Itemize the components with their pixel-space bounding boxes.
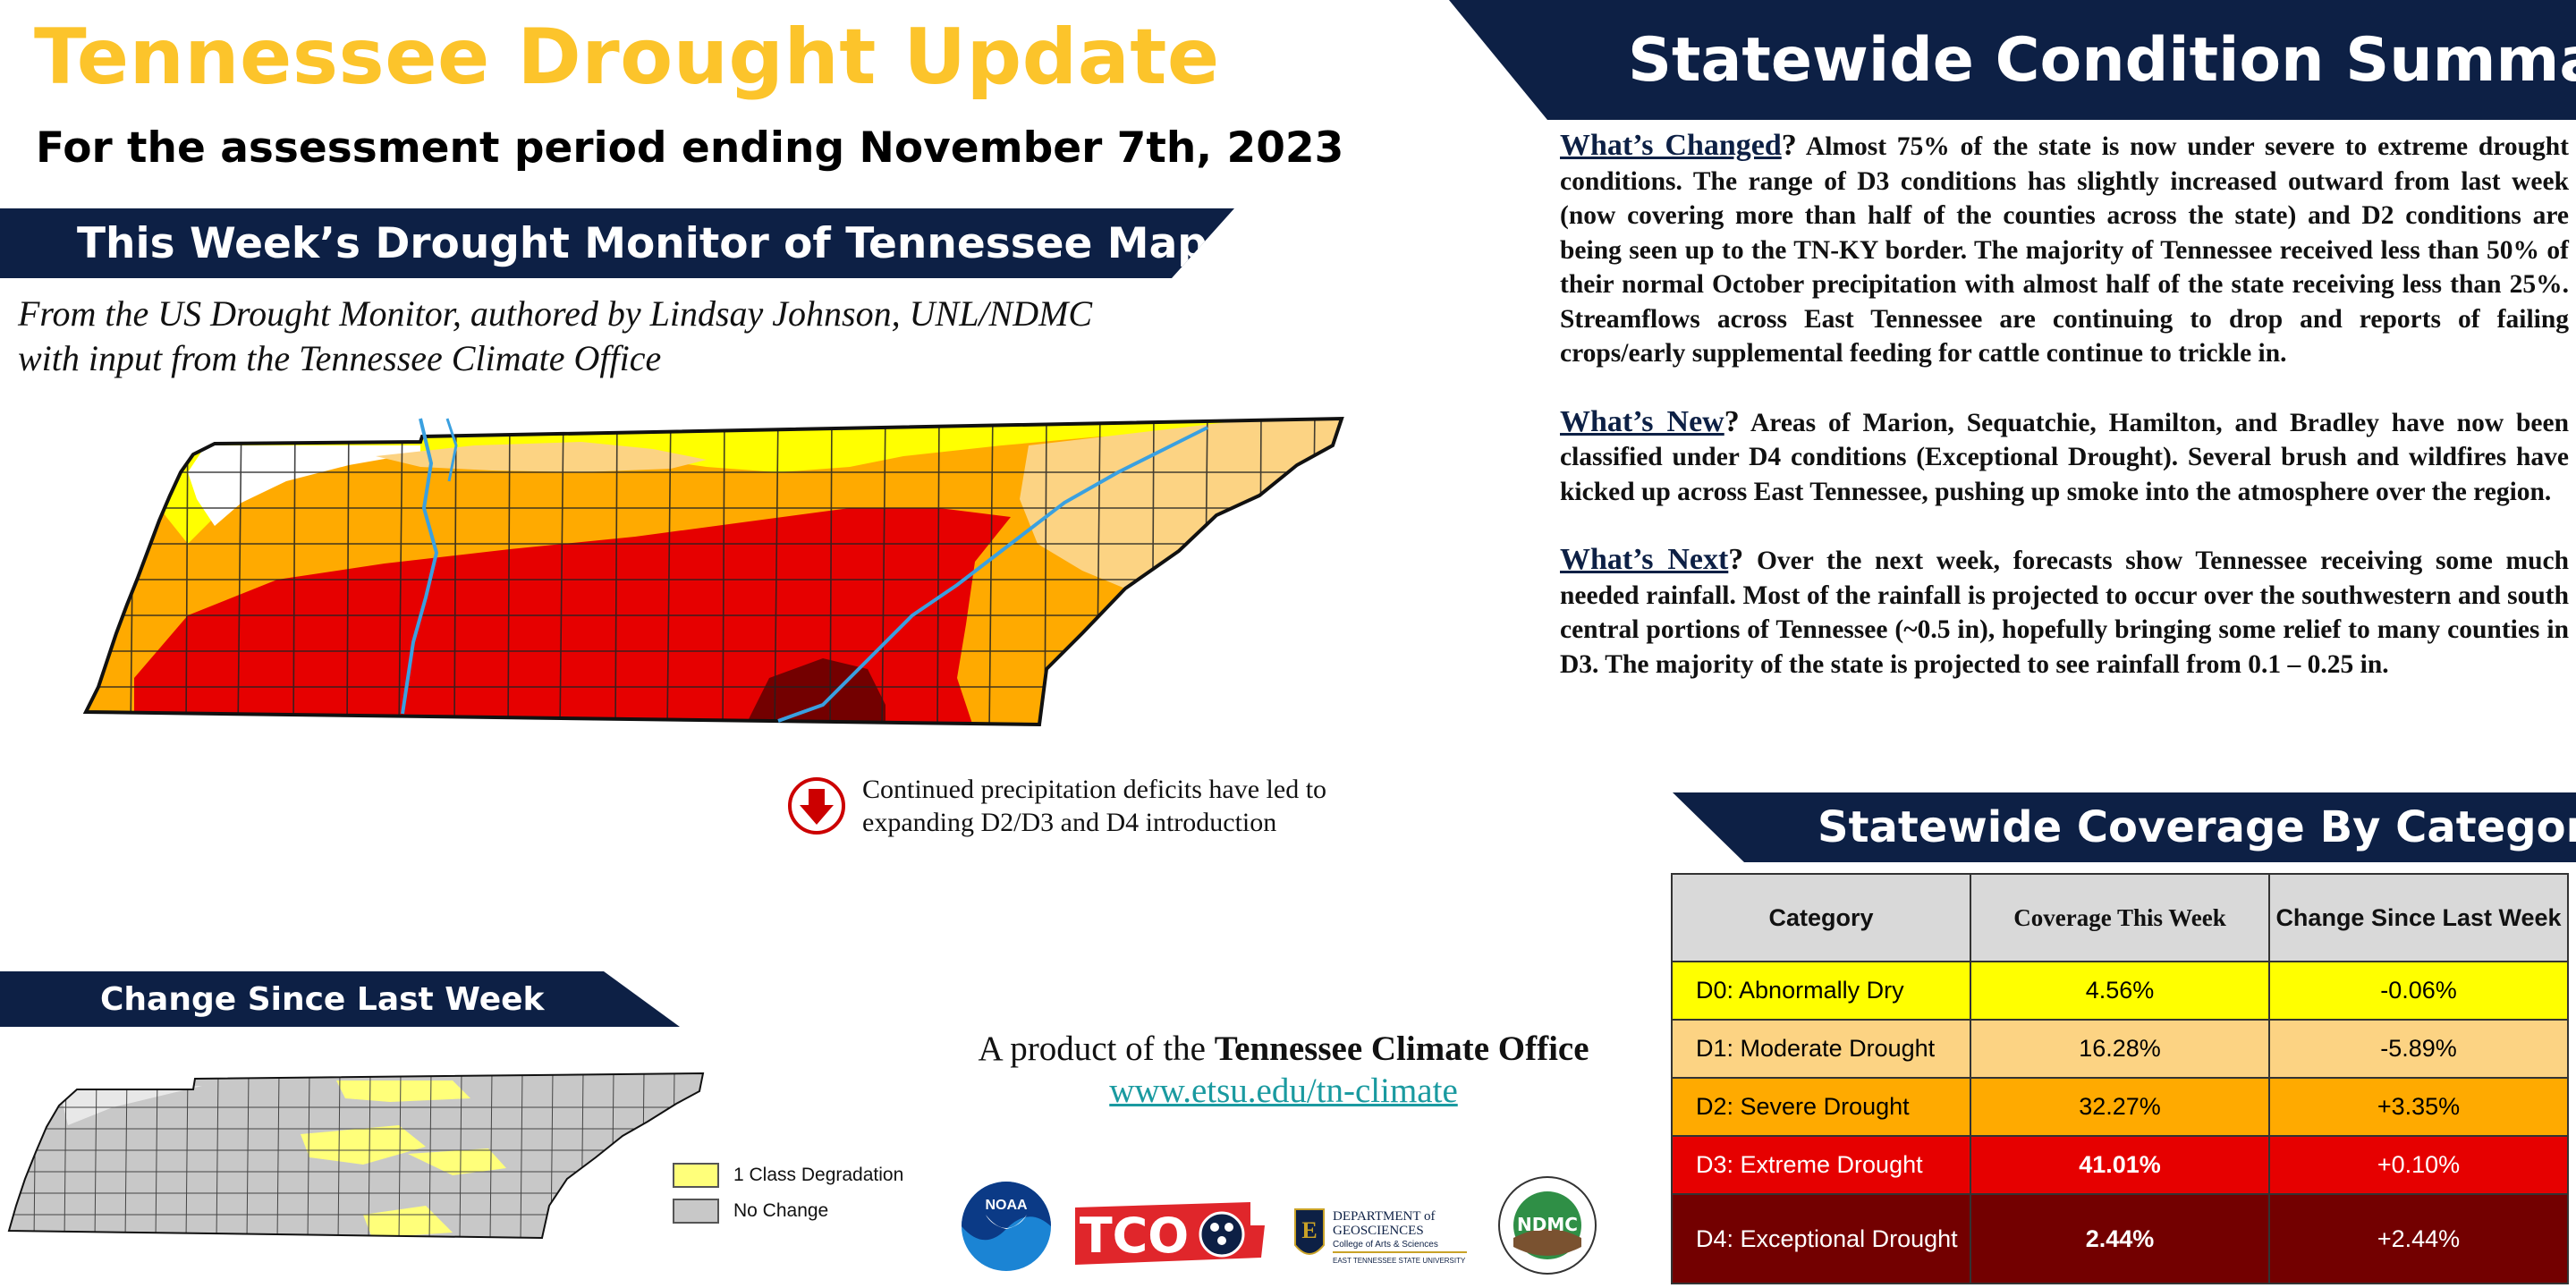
etsu-geosciences-logo: E DEPARTMENT of GEOSCIENCES College of A…	[1294, 1208, 1467, 1265]
change-cell: +3.35%	[2268, 1077, 2569, 1137]
etsu-line4: EAST TENNESSEE STATE UNIVERSITY	[1333, 1257, 1466, 1265]
change-cell: -0.06%	[2268, 961, 2569, 1021]
tco-logo-text: TCO	[1080, 1208, 1189, 1264]
category-cell: D2: Severe Drought	[1671, 1077, 1971, 1137]
map-credit: From the US Drought Monitor, authored by…	[18, 292, 1181, 381]
degradation-north	[336, 1080, 470, 1102]
whats-changed-text: Almost 75% of the state is now under sev…	[1560, 132, 2569, 368]
whats-new-paragraph: What’s New? Areas of Marion, Sequatchie,…	[1560, 405, 2569, 510]
svg-text:E: E	[1301, 1217, 1317, 1243]
noaa-logo: NOAA	[962, 1182, 1051, 1271]
coverage-title: Statewide Coverage By Category	[1818, 802, 2576, 852]
change-map	[7, 1072, 705, 1240]
whats-changed-paragraph: What’s Changed? Almost 75% of the state …	[1560, 129, 2569, 371]
map-note: Continued precipitation deficits have le…	[862, 775, 1327, 837]
northwest-region	[59, 1086, 202, 1125]
tennessee-river-west	[401, 418, 439, 715]
summary-banner: Statewide Condition Summary	[1449, 0, 2576, 120]
summary-title: Statewide Condition Summary	[1628, 24, 2576, 96]
etsu-line2: GEOSCIENCES	[1333, 1224, 1424, 1238]
legend-label-degradation: 1 Class Degradation	[733, 1165, 904, 1185]
change-cell: +2.44%	[2268, 1193, 2569, 1284]
map-credit-line1: From the US Drought Monitor, authored by…	[18, 293, 1093, 334]
product-org-name: Tennessee Climate Office	[1214, 1030, 1589, 1068]
no-drought-region	[188, 445, 420, 526]
condition-summary: What’s Changed? Almost 75% of the state …	[1560, 129, 2569, 716]
category-cell: D3: Extreme Drought	[1671, 1135, 1971, 1195]
ndmc-logo: NDMC	[1498, 1176, 1597, 1275]
page-title: Tennessee Drought Update	[34, 13, 1220, 102]
map-credit-line2: with input from the Tennessee Climate Of…	[18, 338, 662, 378]
change-section-banner: Change Since Last Week	[0, 971, 680, 1027]
table-row: D2: Severe Drought 32.27% +3.35%	[1671, 1077, 2569, 1137]
whats-new-label: What’s New	[1560, 404, 1724, 438]
drought-monitor-map	[82, 416, 1344, 727]
whats-next-text: Over the next week, forecasts show Tenne…	[1560, 547, 2569, 679]
header-category: Category	[1671, 873, 1971, 962]
coverage-cell: 4.56%	[1970, 961, 2270, 1021]
coverage-cell: 41.01%	[1970, 1135, 2270, 1195]
coverage-banner: Statewide Coverage By Category	[1673, 792, 2576, 862]
product-url-link[interactable]: www.etsu.edu/tn-climate	[1109, 1072, 1458, 1110]
category-cell: D0: Abnormally Dry	[1671, 961, 1971, 1021]
coverage-cell: 32.27%	[1970, 1077, 2270, 1137]
etsu-line3: College of Arts & Sciences	[1333, 1240, 1438, 1250]
header-coverage: Coverage This Week	[1970, 873, 2270, 962]
category-cell: D4: Exceptional Drought	[1671, 1193, 1971, 1284]
assessment-period: For the assessment period ending Novembe…	[36, 123, 1344, 173]
whats-new-qmark: ?	[1724, 404, 1740, 438]
change-section-title: Change Since Last Week	[100, 980, 545, 1018]
coverage-table: Category Coverage This Week Change Since…	[1671, 873, 2569, 1284]
degradation-east-central	[408, 1148, 506, 1175]
etsu-line1: DEPARTMENT of	[1333, 1209, 1436, 1224]
degradation-south	[363, 1206, 453, 1238]
legend-label-no-change: No Change	[733, 1200, 829, 1221]
header-change: Change Since Last Week	[2268, 873, 2569, 962]
change-cell: -5.89%	[2268, 1019, 2569, 1079]
table-row: D0: Abnormally Dry 4.56% -0.06%	[1671, 961, 2569, 1021]
whats-next-label: What’s Next	[1560, 543, 1729, 576]
coverage-header-row: Category Coverage This Week Change Since…	[1671, 873, 2569, 962]
tennessee-outline	[82, 416, 1344, 727]
table-row: D1: Moderate Drought 16.28% -5.89%	[1671, 1019, 2569, 1079]
tennessee-river-east	[777, 426, 1208, 723]
table-row: D3: Extreme Drought 41.01% +0.10%	[1671, 1135, 2569, 1195]
tco-logo: TCO	[1075, 1202, 1265, 1265]
whats-changed-qmark: ?	[1781, 129, 1797, 162]
whats-new-text: Areas of Marion, Sequatchie, Hamilton, a…	[1560, 408, 2570, 506]
map-section-banner: This Week’s Drought Monitor of Tennessee…	[0, 208, 1234, 278]
change-map-outline	[7, 1072, 705, 1240]
whats-next-paragraph: What’s Next? Over the next week, forecas…	[1560, 543, 2569, 682]
category-cell: D1: Moderate Drought	[1671, 1019, 1971, 1079]
change-cell: +0.10%	[2268, 1135, 2569, 1195]
table-row: D4: Exceptional Drought 2.44% +2.44%	[1671, 1193, 2569, 1284]
product-prefix: A product of the	[978, 1030, 1215, 1068]
legend-swatch-no-change	[673, 1199, 719, 1224]
ndmc-logo-text: NDMC	[1517, 1214, 1578, 1235]
d1-region-north	[376, 442, 707, 472]
down-arrow-icon	[788, 777, 845, 835]
coverage-cell: 2.44%	[1970, 1193, 2270, 1284]
map-section-title: This Week’s Drought Monitor of Tennessee…	[77, 218, 1208, 268]
product-credit: A product of the Tennessee Climate Offic…	[966, 1029, 1601, 1069]
whats-next-qmark: ?	[1728, 543, 1744, 576]
coverage-cell: 16.28%	[1970, 1019, 2270, 1079]
legend-swatch-degradation	[673, 1163, 719, 1188]
degradation-central	[301, 1125, 426, 1165]
cumberland-river	[445, 418, 458, 482]
noaa-logo-text: NOAA	[985, 1198, 1028, 1213]
whats-changed-label: What’s Changed	[1560, 129, 1782, 162]
